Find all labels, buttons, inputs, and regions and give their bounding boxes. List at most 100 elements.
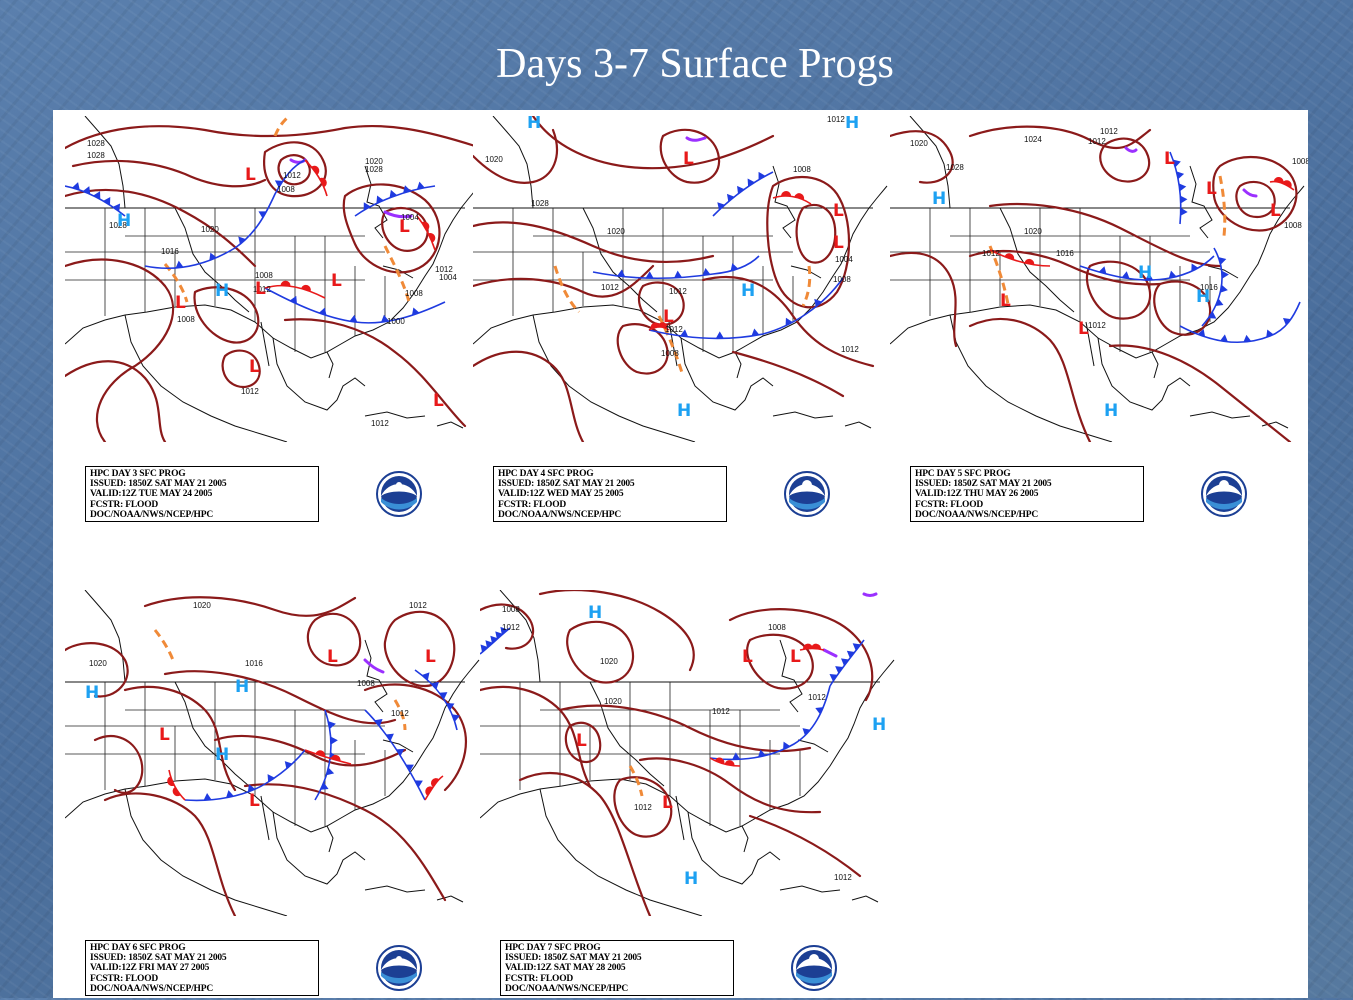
warm-front-pip (330, 754, 341, 762)
isobar-label: 1016 (1056, 249, 1074, 258)
isobar-label: 1012 (1088, 321, 1106, 330)
isobar (1153, 280, 1212, 336)
trough-line (801, 265, 812, 307)
isobar (93, 735, 144, 794)
cold-front-pip (452, 714, 460, 722)
warm-front-pip (428, 233, 436, 243)
warm-front-pip (714, 757, 725, 765)
cold-front (712, 171, 774, 217)
cold-front-pip (1176, 171, 1185, 180)
prog-info-line: HPC DAY 3 SFC PROG (90, 469, 186, 479)
high-pressure-center: H (845, 116, 859, 133)
isobar (381, 207, 429, 252)
cold-front-pip (328, 721, 336, 730)
trough-line (163, 263, 189, 303)
cold-front-pip (1180, 195, 1188, 204)
isobar-label: 1020 (607, 227, 625, 236)
warm-front (989, 249, 1051, 267)
cold-front (354, 185, 436, 217)
isobar (277, 154, 311, 186)
cold-front-pip (1208, 311, 1217, 319)
cold-front-pip (829, 674, 838, 682)
cold-front-pip (680, 329, 689, 337)
isobar (473, 350, 585, 442)
isobar-label: 1008 (255, 271, 273, 280)
isobar (558, 704, 812, 753)
isobar (193, 286, 260, 344)
cold-front (1169, 151, 1182, 225)
warm-front-pip (315, 750, 326, 757)
low-pressure-center: L (1206, 179, 1217, 199)
high-pressure-center: H (660, 590, 674, 595)
cold-front-pip (363, 202, 371, 211)
isobar (795, 203, 837, 264)
high-pressure-center: H (741, 281, 755, 301)
isobar (473, 264, 655, 298)
cold-front-pip (802, 728, 811, 736)
noaa-logo-icon (376, 945, 422, 991)
cold-front-pip (751, 328, 760, 337)
cold-front-pip (702, 267, 711, 276)
prog-panel-day-6: 1020 1020 1016 1008 1012 1012 H H H L L L L HPC DAY 6… (65, 590, 483, 1000)
isobar (306, 612, 362, 667)
isobar (968, 125, 1152, 150)
prog-info-line: VALID:12Z TUE MAY 24 2005 (90, 489, 213, 500)
warm-front (799, 647, 825, 651)
cold-front-pip (730, 263, 739, 272)
isobar-label: 1012 (1100, 127, 1118, 136)
warm-front-pip (1004, 253, 1015, 260)
warm-front-pip (802, 643, 813, 649)
cold-front (364, 709, 426, 801)
isobar-label: 1012 (435, 265, 453, 274)
cold-front-pip (1220, 334, 1228, 342)
isobar-label: 1012 (601, 283, 619, 292)
isobar-label: 1012 (669, 287, 687, 296)
isobar (890, 130, 954, 184)
isobar (766, 175, 851, 309)
isobar (213, 734, 407, 767)
prog-info-line: HPC DAY 7 SFC PROG (505, 943, 601, 953)
cold-front-pip (421, 672, 430, 681)
high-pressure-center: H (677, 401, 691, 421)
warm-front-pip (1273, 177, 1284, 184)
surface-prog-map: 1028102810201028101610081012100810121012… (65, 116, 483, 442)
warm-front (416, 215, 436, 251)
low-pressure-center: L (327, 647, 338, 667)
isobar-label: 1020 (193, 601, 211, 610)
isobar (383, 610, 456, 688)
cold-front (314, 709, 332, 801)
low-pressure-center: L (742, 647, 753, 667)
occluded-front (822, 648, 838, 658)
isobar (613, 776, 673, 838)
cold-front-pip (349, 314, 358, 323)
trough-line (628, 765, 644, 797)
prog-info-box: HPC DAY 7 SFC PROG ISSUED: 1850Z SAT MAY … (500, 940, 734, 996)
isobar-label: 1028 (531, 199, 549, 208)
isobar-label: 1020 (604, 697, 622, 706)
cold-front-pip (726, 193, 735, 202)
isobar-label: 1012 (409, 601, 427, 610)
isobar (143, 596, 357, 617)
warm-front (168, 769, 186, 801)
cold-front-pip (414, 780, 423, 788)
warm-front (264, 284, 326, 299)
cold-front-pip (439, 692, 448, 700)
isobar (538, 590, 695, 672)
isobar (890, 251, 958, 348)
cold-front-pip (403, 185, 411, 194)
isobar (363, 683, 467, 792)
low-pressure-center: L (1078, 319, 1089, 339)
isobar-label: 1020 (201, 225, 219, 234)
isobar (988, 202, 1222, 268)
isobar-label: 1028 (365, 165, 383, 174)
prog-info-line: VALID:12Z FRI MAY 27 2005 (90, 963, 210, 974)
warm-front-pip (781, 191, 792, 197)
prog-panel-day-3: 1028 1028 1020 1028 1016 1008 1012 1008 1012 1012… (65, 116, 483, 526)
isobar (65, 360, 167, 442)
cold-front-pip (732, 752, 741, 760)
cold-front-pip (385, 733, 394, 741)
trough-line (273, 116, 289, 137)
warm-front-pip (650, 322, 661, 329)
warm-front (648, 326, 670, 331)
prog-info-line: ISSUED: 1850Z SAT MAY 21 2005 (915, 479, 1052, 490)
